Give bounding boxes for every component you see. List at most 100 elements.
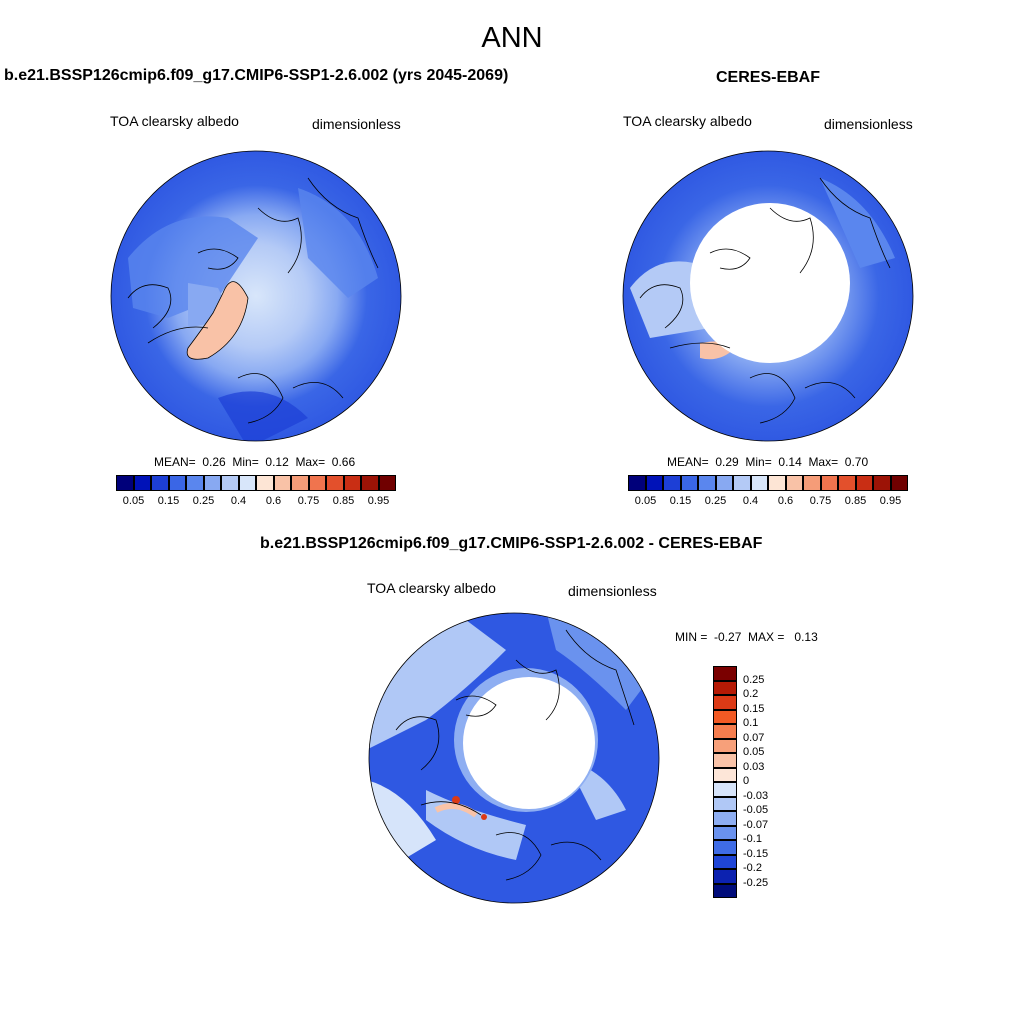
colorbar-tick-label: 0.07 bbox=[743, 731, 765, 744]
panel-1-colorbar bbox=[116, 475, 396, 491]
panel-3-title: b.e21.BSSP126cmip6.f09_g17.CMIP6-SSP1-2.… bbox=[260, 535, 763, 552]
colorbar-tick-label: 0.95 bbox=[879, 495, 902, 507]
panel-2-polar-map bbox=[622, 150, 914, 442]
colorbar-tick-label: 0.1 bbox=[743, 717, 759, 729]
colorbar-swatch bbox=[663, 475, 681, 491]
colorbar-swatch bbox=[713, 840, 737, 855]
colorbar-swatch bbox=[733, 475, 751, 491]
colorbar-swatch bbox=[308, 475, 326, 491]
colorbar-swatch bbox=[133, 475, 151, 491]
colorbar-swatch bbox=[713, 782, 737, 797]
colorbar-swatch bbox=[273, 475, 291, 491]
panel-2-colorbar-ticks: 0.05 0.15 0.25 0.4 0.6 0.75 0.85 0.95 bbox=[628, 495, 908, 509]
figure-title: ANN bbox=[481, 22, 543, 54]
panel-1-variable-label: TOA clearsky albedo bbox=[110, 113, 239, 129]
colorbar-swatch bbox=[713, 709, 737, 724]
colorbar-swatch bbox=[116, 475, 134, 491]
colorbar-tick-label: 0.25 bbox=[704, 495, 727, 507]
colorbar-tick-label: 0.05 bbox=[122, 495, 145, 507]
panel-3-variable-label: TOA clearsky albedo bbox=[367, 580, 496, 596]
colorbar-swatch bbox=[713, 811, 737, 826]
colorbar-tick-label: 0.4 bbox=[742, 495, 759, 507]
colorbar-swatch bbox=[291, 475, 309, 491]
colorbar-swatch bbox=[713, 825, 737, 840]
colorbar-tick-label: -0.15 bbox=[743, 847, 769, 860]
panel-2-colorbar bbox=[628, 475, 908, 491]
panel-3-units-label: dimensionless bbox=[568, 583, 657, 599]
panel-1-colorbar-ticks: 0.05 0.15 0.25 0.4 0.6 0.75 0.85 0.95 bbox=[116, 495, 396, 509]
colorbar-tick-label: -0.2 bbox=[743, 862, 762, 874]
colorbar-swatch bbox=[803, 475, 821, 491]
colorbar-swatch bbox=[168, 475, 186, 491]
colorbar-swatch bbox=[713, 767, 737, 782]
colorbar-swatch bbox=[713, 854, 737, 869]
colorbar-swatch bbox=[715, 475, 733, 491]
colorbar-swatch bbox=[698, 475, 716, 491]
colorbar-swatch bbox=[713, 883, 737, 898]
colorbar-swatch bbox=[838, 475, 856, 491]
colorbar-swatch bbox=[855, 475, 873, 491]
colorbar-tick-label: 0.2 bbox=[743, 688, 759, 700]
colorbar-swatch bbox=[343, 475, 361, 491]
colorbar-tick-label: 0.05 bbox=[743, 746, 765, 758]
colorbar-tick-label: 0.75 bbox=[809, 495, 832, 507]
panel-1-stats: MEAN= 0.26 Min= 0.12 Max= 0.66 bbox=[154, 455, 356, 469]
colorbar-tick-label: 0 bbox=[743, 775, 750, 787]
colorbar-swatch bbox=[713, 695, 737, 710]
colorbar-tick-label: 0.25 bbox=[743, 673, 765, 686]
colorbar-swatch bbox=[680, 475, 698, 491]
colorbar-tick-label: -0.07 bbox=[743, 818, 769, 831]
colorbar-tick-label: 0.15 bbox=[157, 495, 180, 507]
colorbar-swatch bbox=[378, 475, 396, 491]
colorbar-tick-label: 0.25 bbox=[192, 495, 215, 507]
colorbar-swatch bbox=[750, 475, 768, 491]
colorbar-swatch bbox=[361, 475, 379, 491]
colorbar-tick-label: 0.15 bbox=[743, 702, 765, 715]
colorbar-tick-label: -0.05 bbox=[743, 804, 769, 816]
panel-1-polar-map bbox=[110, 150, 402, 442]
colorbar-tick-label: 0.85 bbox=[332, 495, 355, 507]
colorbar-swatch bbox=[890, 475, 908, 491]
panel-3-colorbar-ticks: 0.25 0.2 0.15 0.1 0.07 0.05 0.03 0 -0.03 -0.05 -0.… bbox=[743, 666, 793, 898]
colorbar-swatch bbox=[186, 475, 204, 491]
panel-2-title: CERES-EBAF bbox=[716, 69, 821, 86]
panel-3-polar-map bbox=[368, 612, 660, 904]
colorbar-tick-label: -0.25 bbox=[743, 876, 769, 889]
colorbar-tick-label: 0.6 bbox=[265, 495, 282, 507]
panel-1-title: b.e21.BSSP126cmip6.f09_g17.CMIP6-SSP1-2.… bbox=[4, 67, 509, 84]
colorbar-swatch bbox=[221, 475, 239, 491]
colorbar-swatch bbox=[713, 796, 737, 811]
colorbar-swatch bbox=[713, 724, 737, 739]
colorbar-swatch bbox=[713, 869, 737, 884]
colorbar-swatch bbox=[203, 475, 221, 491]
colorbar-tick-label: 0.95 bbox=[367, 495, 390, 507]
colorbar-tick-label: 0.85 bbox=[844, 495, 867, 507]
panel-1-units-label: dimensionless bbox=[312, 116, 401, 132]
panel-2-stats: MEAN= 0.29 Min= 0.14 Max= 0.70 bbox=[667, 455, 869, 469]
colorbar-swatch bbox=[713, 680, 737, 695]
colorbar-tick-label: 0.05 bbox=[634, 495, 657, 507]
colorbar-tick-label: -0.1 bbox=[743, 833, 762, 845]
colorbar-tick-label: 0.75 bbox=[297, 495, 320, 507]
colorbar-tick-label: -0.03 bbox=[743, 789, 769, 802]
colorbar-tick-label: 0.4 bbox=[230, 495, 247, 507]
colorbar-tick-label: 0.15 bbox=[669, 495, 692, 507]
colorbar-swatch bbox=[713, 738, 737, 753]
colorbar-swatch bbox=[820, 475, 838, 491]
panel-3-colorbar bbox=[713, 666, 737, 898]
panel-3-stats: MIN = -0.27 MAX = 0.13 bbox=[675, 630, 818, 644]
panel-2-variable-label: TOA clearsky albedo bbox=[623, 113, 752, 129]
colorbar-swatch bbox=[713, 753, 737, 768]
colorbar-tick-label: 0.6 bbox=[777, 495, 794, 507]
colorbar-swatch bbox=[238, 475, 256, 491]
colorbar-swatch bbox=[645, 475, 663, 491]
colorbar-tick-label: 0.03 bbox=[743, 760, 765, 773]
colorbar-swatch bbox=[785, 475, 803, 491]
colorbar-swatch bbox=[326, 475, 344, 491]
colorbar-swatch bbox=[873, 475, 891, 491]
colorbar-swatch bbox=[628, 475, 646, 491]
colorbar-swatch bbox=[713, 666, 737, 681]
colorbar-swatch bbox=[768, 475, 786, 491]
colorbar-swatch bbox=[256, 475, 274, 491]
colorbar-swatch bbox=[151, 475, 169, 491]
